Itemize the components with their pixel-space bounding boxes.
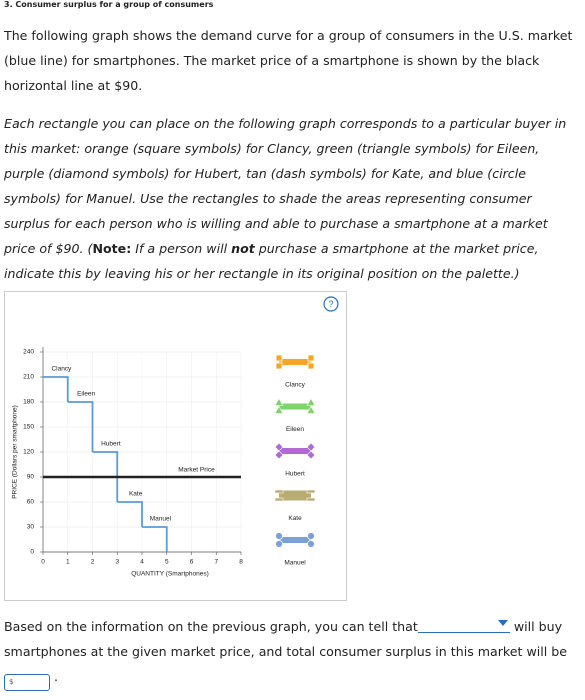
dropdown[interactable] [417,618,510,633]
y-axis-label: PRICE (Dollars per smartphone) [12,405,19,499]
paragraph: The following graph shows the demand cur… [4,28,573,93]
palette-label: Hubert [285,471,305,478]
palette-handle [274,405,284,414]
x-tick-label: 8 [239,559,243,566]
demand-step [43,376,69,402]
palette-label: Manuel [284,560,306,567]
question-header: 3. Consumer surplus for a group of consu… [4,0,214,9]
palette-bar [279,490,311,501]
y-tick-label: 180 [23,399,34,406]
y-tick-label: 60 [27,499,35,506]
palette-handle [307,540,315,548]
text: . [50,669,59,684]
text: If a person will [131,241,232,256]
step-label: Kate [129,491,143,498]
palette-handle [307,362,315,370]
step-label: Hubert [101,441,121,448]
step-label: Clancy [51,366,72,373]
text: not [231,241,255,256]
text: Note: [92,241,132,256]
palette-handle [274,497,284,502]
y-tick-label: 90 [27,474,35,481]
x-tick-label: 1 [66,559,70,566]
palette-handle [274,397,284,406]
step-label: Manuel [150,516,172,523]
palette-handle [306,397,316,406]
y-tick-label: 210 [23,374,34,381]
demand-step [117,501,143,527]
x-tick-label: 0 [41,559,45,566]
palette-label: Kate [288,515,302,522]
demand-step [67,401,94,452]
text: will buy smartphones at the given market… [4,619,568,659]
palette-handle [306,405,316,414]
y-tick-label: 120 [23,449,34,456]
help-icon-text: ? [328,299,333,309]
palette-bar [279,403,311,410]
x-tick-label: 7 [214,559,218,566]
y-tick-label: 150 [23,424,34,431]
palette-label: Eileen [286,426,304,433]
palette-handle [306,489,316,494]
palette-handle [275,362,283,370]
graph-panel: ? QUANTITY (Smartphones) PRICE (Dollars … [4,291,347,601]
palette-label: Clancy [285,382,306,389]
x-tick-label: 4 [140,559,144,566]
palette-handle [274,450,284,460]
palette-handle [274,489,284,494]
y-tick-label: 0 [30,549,34,556]
question: Based on the information on the previous… [4,614,579,691]
x-tick-label: 2 [91,559,95,566]
market-price-label: Market Price [178,467,215,474]
x-tick-label: 3 [115,559,119,566]
text: Each rectangle you can place on the foll… [4,116,567,256]
y-tick-label: 30 [27,524,35,531]
chart: ? QUANTITY (Smartphones) PRICE (Dollars … [12,296,339,578]
x-tick-label: 5 [165,559,169,566]
palette-handle [306,497,316,502]
palette-handle [306,450,316,460]
text: Based on the information on the previous… [4,619,418,634]
palette-handle [307,532,315,540]
y-tick-label: 240 [23,349,34,356]
palette-bar [279,537,311,543]
palette-handle [275,532,283,540]
step-label: Eileen [77,391,95,398]
x-tick-label: 6 [190,559,194,566]
help-icon[interactable] [323,296,339,312]
palette-bar [279,448,311,454]
palette-handle [275,354,283,362]
demand-step [92,451,119,502]
palette-handle [275,540,283,548]
palette-bar [279,359,311,365]
palette-handle [307,354,315,362]
instructions: Each rectangle you can place on the foll… [4,111,579,286]
x-axis-label: QUANTITY (Smartphones) [131,571,209,578]
text: purchase a smartphone at the market pric… [4,241,539,281]
input-box[interactable]: $ [4,674,50,691]
demand-step [142,526,168,552]
